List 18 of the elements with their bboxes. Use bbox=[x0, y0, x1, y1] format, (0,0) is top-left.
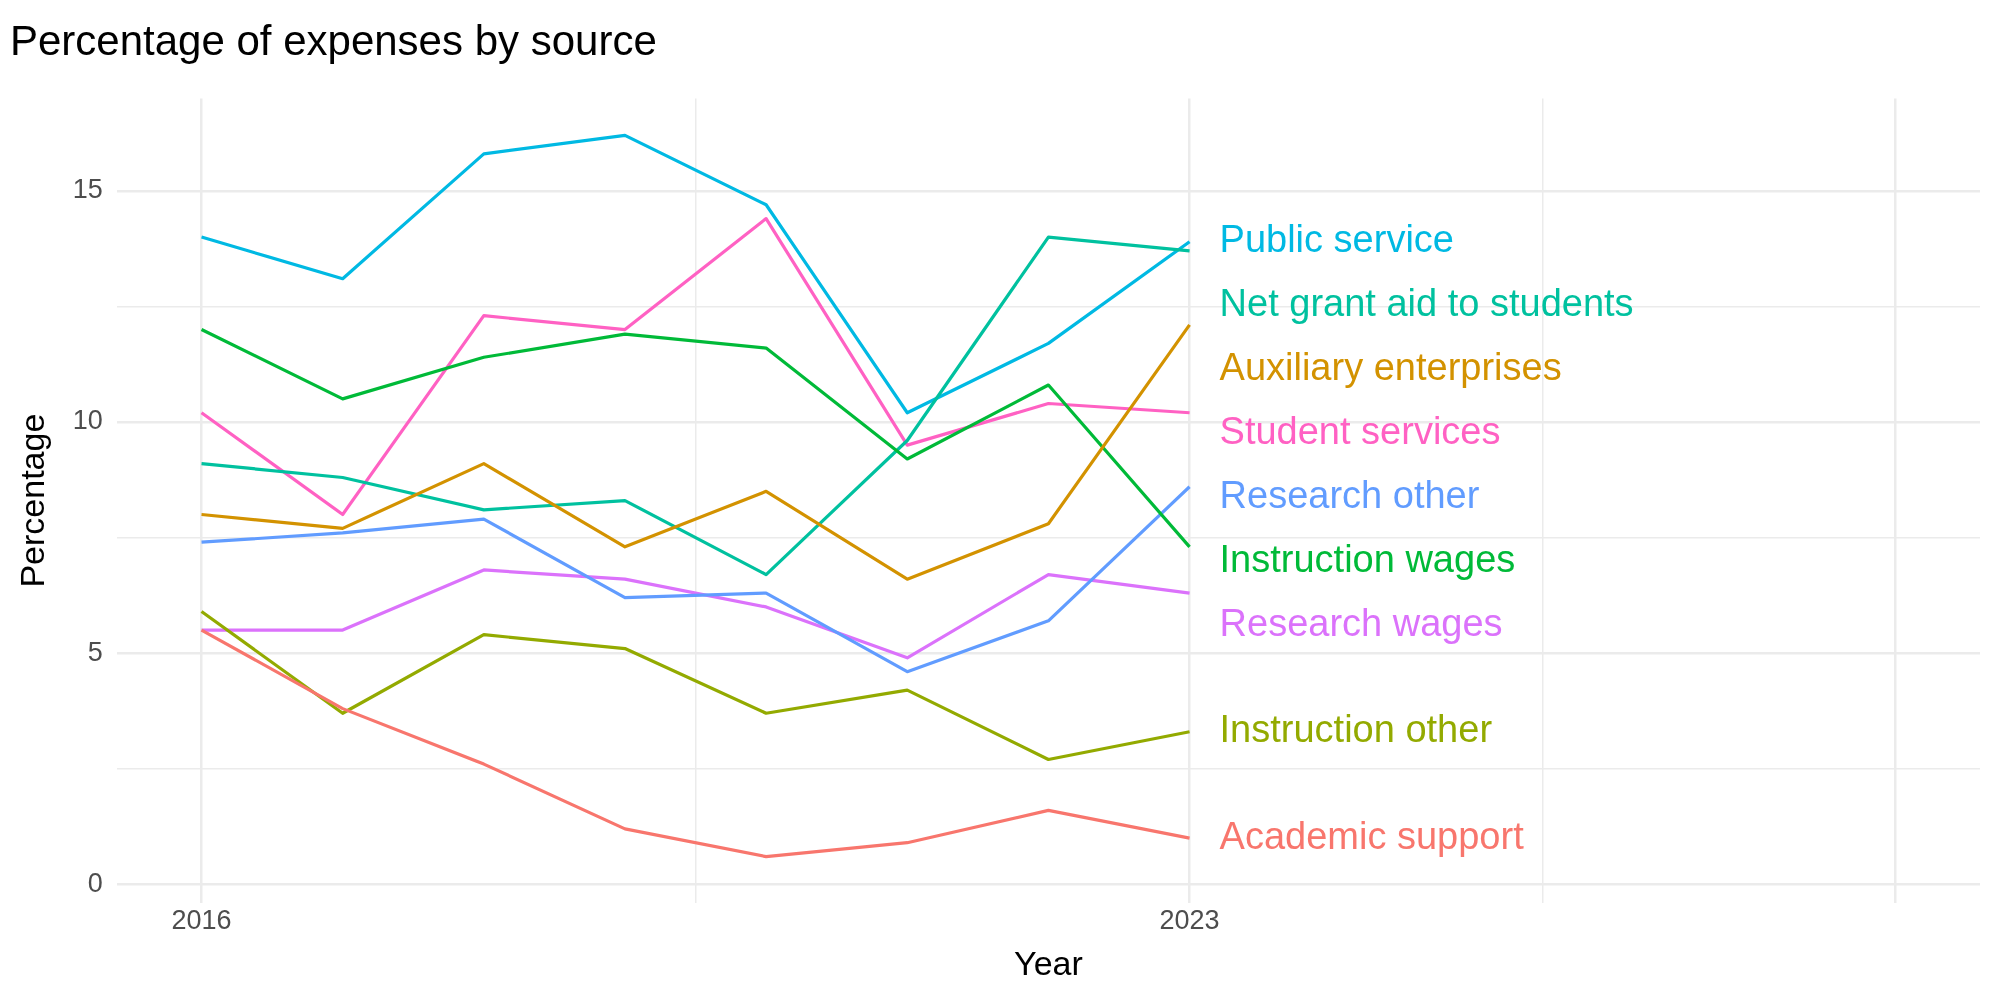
x-tick-label: 2016 bbox=[171, 905, 232, 936]
x-tick-label: 2023 bbox=[1159, 905, 1220, 936]
series-label: Public service bbox=[1219, 218, 1454, 261]
series-label: Research other bbox=[1219, 474, 1480, 517]
y-tick-label: 0 bbox=[87, 867, 103, 898]
x-axis-title: Year bbox=[1014, 943, 1083, 982]
y-tick-label: 5 bbox=[87, 636, 103, 667]
series-label: Student services bbox=[1219, 410, 1501, 453]
series-label: Instruction wages bbox=[1219, 538, 1516, 581]
chart-title: Percentage of expenses by source bbox=[10, 16, 657, 64]
y-tick-label: 15 bbox=[72, 174, 103, 205]
y-tick-label: 10 bbox=[72, 405, 103, 436]
series-label: Instruction other bbox=[1219, 708, 1493, 751]
y-axis-title: Percentage bbox=[12, 413, 51, 588]
series-label: Research wages bbox=[1219, 602, 1503, 645]
series-label: Academic support bbox=[1219, 814, 1525, 857]
series-label: Auxiliary enterprises bbox=[1219, 346, 1562, 389]
series-label: Net grant aid to students bbox=[1219, 282, 1634, 325]
